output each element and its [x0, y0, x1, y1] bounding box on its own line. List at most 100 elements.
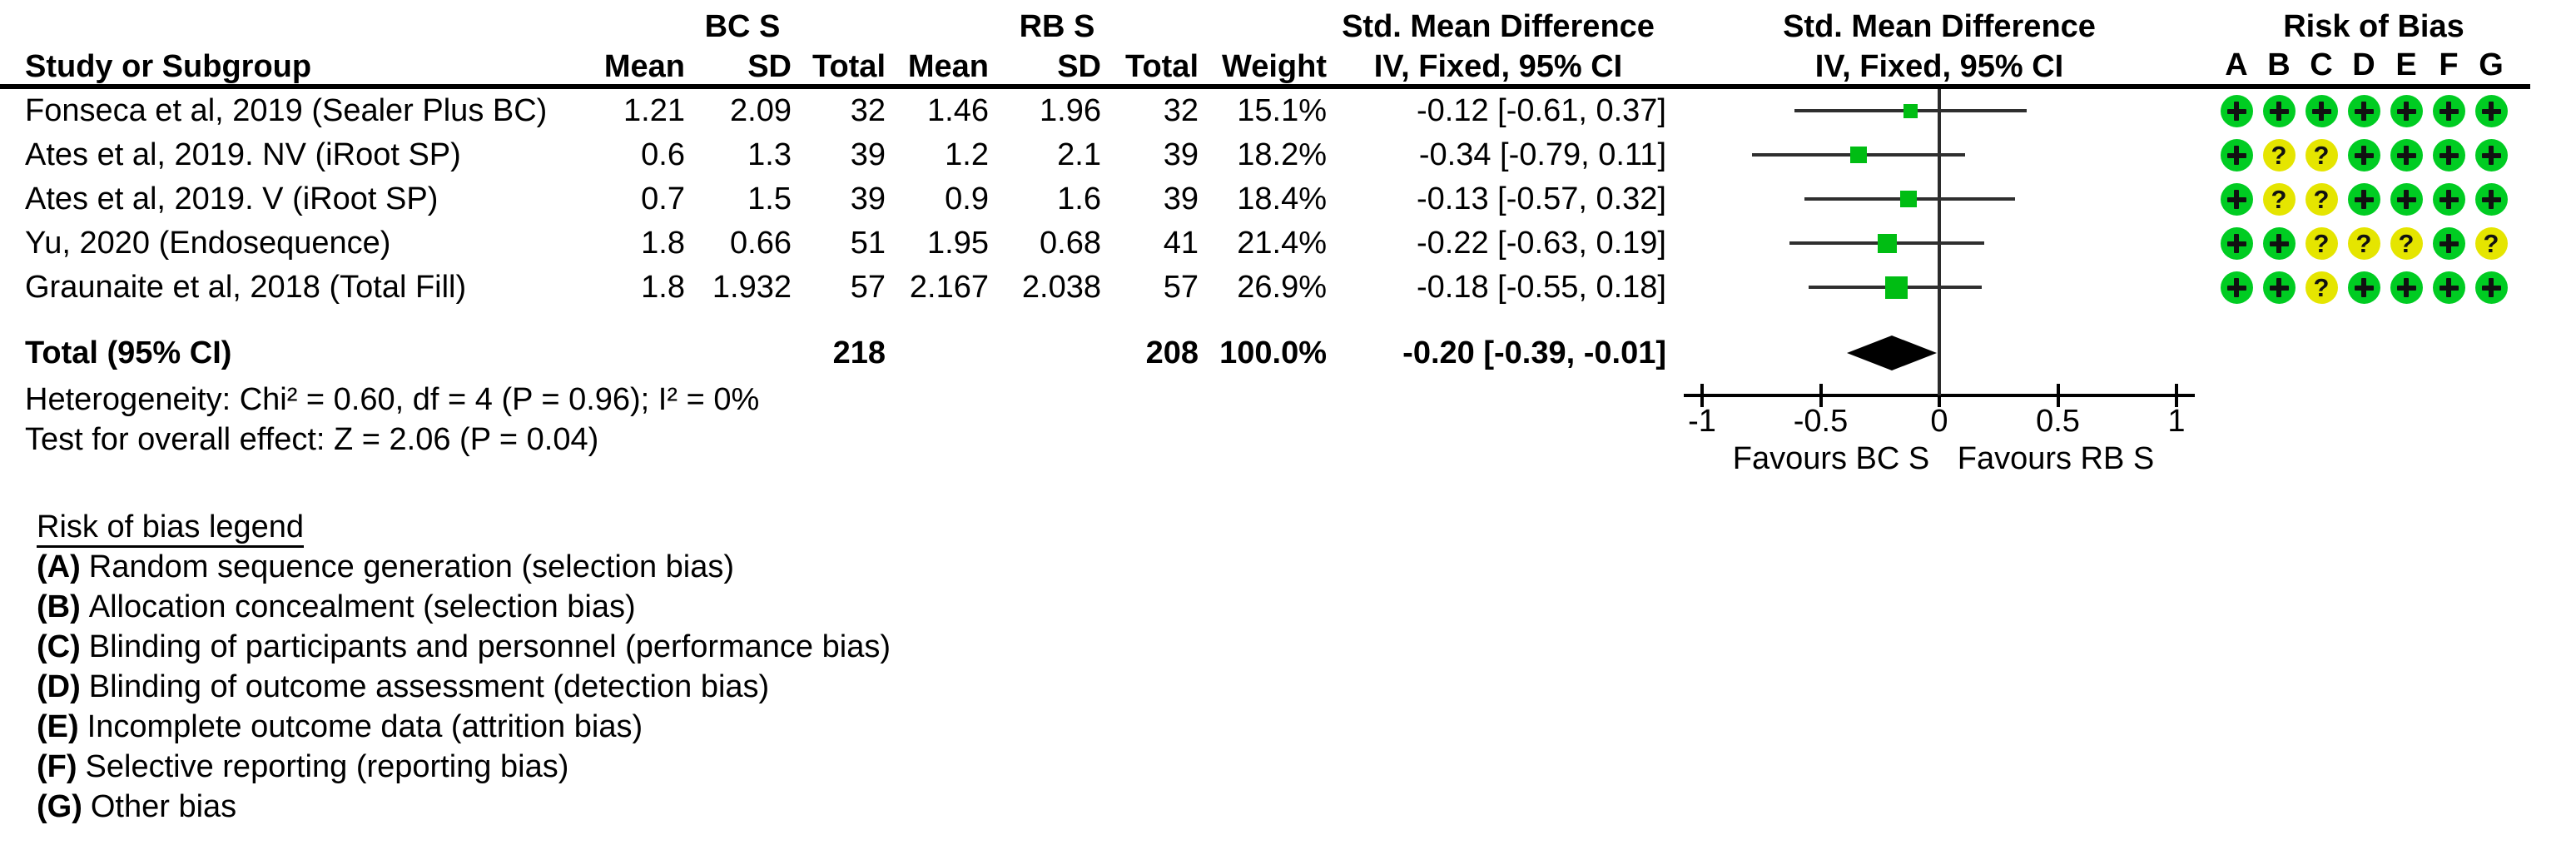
- study-rb-mean: 1.46: [927, 93, 989, 128]
- study-rb-total: 32: [1163, 93, 1199, 128]
- study-name: Fonseca et al, 2019 (Sealer Plus BC): [25, 93, 548, 128]
- rob-legend-item: (F) Selective reporting (reporting bias): [37, 748, 568, 786]
- rob-legend-title-text: Risk of bias legend: [37, 509, 305, 548]
- favours-right-label: Favours RB S: [1957, 441, 2155, 476]
- study-weight: 21.4%: [1237, 226, 1327, 261]
- axis-tick-label: -0.5: [1793, 404, 1849, 439]
- column-header-ci-text: IV, Fixed, 95% CI: [1373, 49, 1623, 84]
- plus-icon-bar: [2234, 189, 2239, 209]
- rob-legend-item: (E) Incomplete outcome data (attrition bi…: [37, 708, 643, 746]
- plus-icon-bar: [2404, 101, 2409, 121]
- rob-rating-unclear-icon: ?: [2305, 226, 2338, 260]
- axis-tick: [1700, 384, 1704, 407]
- rob-legend-item-tag: (B): [37, 589, 81, 624]
- question-mark-icon: ?: [2271, 140, 2287, 170]
- rob-rating-low-icon: [2390, 271, 2423, 304]
- study-rb-mean: 1.95: [927, 226, 989, 261]
- rob-rating-unclear-icon: ?: [2347, 226, 2380, 260]
- rob-rating-low-icon: [2262, 271, 2296, 304]
- rob-rating-low-icon: [2432, 271, 2465, 304]
- plus-icon-bar: [2361, 101, 2366, 121]
- column-header-total-rb: Total: [1125, 49, 1199, 84]
- study-name: Ates et al, 2019. NV (iRoot SP): [25, 137, 461, 172]
- rob-rating-unclear-icon: ?: [2390, 226, 2423, 260]
- study-rb-total: 39: [1163, 181, 1199, 216]
- study-rb-total: 57: [1163, 270, 1199, 305]
- study-bc-total: 39: [850, 181, 886, 216]
- smd-header-text-column: Std. Mean Difference: [1342, 9, 1655, 44]
- plus-icon-bar: [2446, 277, 2451, 297]
- rob-rating-low-icon: [2390, 138, 2423, 171]
- study-rb-total: 39: [1163, 137, 1199, 172]
- rob-domain-letter: B: [2267, 47, 2291, 82]
- rob-rating-low-icon: [2432, 182, 2465, 216]
- group-header-bc: BC S: [704, 9, 781, 44]
- rob-rating-unclear-icon: ?: [2262, 138, 2296, 171]
- rob-rating-low-icon: [2220, 226, 2253, 260]
- study-ci-text: -0.12 [-0.61, 0.37]: [1417, 93, 1666, 128]
- rob-rating-low-icon: [2474, 182, 2508, 216]
- plus-icon-bar: [2446, 101, 2451, 121]
- axis-tick: [2175, 384, 2178, 407]
- rob-rating-low-icon: [2474, 271, 2508, 304]
- rob-rating-low-icon: [2432, 138, 2465, 171]
- rob-rating-low-icon: [2305, 94, 2338, 127]
- study-rb-sd: 1.6: [1057, 181, 1101, 216]
- plus-icon-bar: [2234, 277, 2239, 297]
- study-rb-mean: 2.167: [909, 270, 989, 305]
- plus-icon-bar: [2361, 189, 2366, 209]
- column-header-mean-bc: Mean: [603, 49, 685, 84]
- total-row-label: Total (95% CI): [25, 336, 232, 370]
- rob-rating-low-icon: [2390, 94, 2423, 127]
- pooled-effect-diamond: [1847, 336, 1937, 370]
- rob-legend-item-tag: (C): [37, 629, 81, 664]
- plus-icon-bar: [2319, 101, 2324, 121]
- header-separator-line: [0, 84, 2530, 89]
- rob-legend-item: (G) Other bias: [37, 788, 236, 826]
- question-mark-icon: ?: [2313, 272, 2330, 302]
- rob-legend-title: Risk of bias legend: [37, 508, 305, 548]
- study-weight: 18.4%: [1237, 181, 1327, 216]
- rob-rating-low-icon: [2432, 94, 2465, 127]
- plus-icon-bar: [2276, 277, 2281, 297]
- rob-rating-unclear-icon: ?: [2305, 271, 2338, 304]
- rob-legend-item-tag: (F): [37, 749, 77, 784]
- rob-legend-item-text: Incomplete outcome data (attrition bias): [87, 709, 643, 744]
- study-rb-mean: 0.9: [945, 181, 989, 216]
- rob-domain-letter: C: [2310, 47, 2333, 82]
- rob-legend-item: (B) Allocation concealment (selection bia…: [37, 588, 636, 626]
- rob-legend-item-tag: (G): [37, 789, 82, 824]
- smd-marker: [1850, 147, 1868, 163]
- question-mark-icon: ?: [2313, 184, 2330, 214]
- plus-icon-bar: [2404, 189, 2409, 209]
- axis-tick-label: -1: [1688, 404, 1716, 439]
- study-ci-text: -0.34 [-0.79, 0.11]: [1418, 137, 1666, 172]
- rob-legend-item-text: Allocation concealment (selection bias): [88, 589, 636, 624]
- plus-icon-bar: [2489, 145, 2494, 165]
- rob-legend-item: (A) Random sequence generation (selection…: [37, 548, 734, 586]
- plus-icon-bar: [2446, 145, 2451, 165]
- rob-legend-item-text: Blinding of outcome assessment (detectio…: [88, 669, 770, 704]
- smd-marker: [1899, 191, 1917, 207]
- question-mark-icon: ?: [2483, 228, 2499, 258]
- study-bc-total: 51: [850, 226, 886, 261]
- study-name: Yu, 2020 (Endosequence): [25, 226, 391, 261]
- column-header-study: Study or Subgroup: [25, 49, 312, 84]
- rob-rating-unclear-icon: ?: [2305, 138, 2338, 171]
- rob-rating-unclear-icon: ?: [2474, 226, 2508, 260]
- plus-icon-bar: [2489, 189, 2494, 209]
- rob-rating-low-icon: [2347, 94, 2380, 127]
- study-rb-sd: 0.68: [1040, 226, 1101, 261]
- axis-tick-label: 1: [2167, 404, 2186, 439]
- axis-tick: [2056, 384, 2060, 407]
- column-header-ci-plot: IV, Fixed, 95% CI: [1814, 49, 2064, 84]
- plus-icon-bar: [2404, 277, 2409, 297]
- rob-legend-item-tag: (E): [37, 709, 79, 744]
- rob-rating-unclear-icon: ?: [2262, 182, 2296, 216]
- study-bc-sd: 0.66: [730, 226, 792, 261]
- rob-domain-letter: E: [2395, 47, 2417, 82]
- study-bc-mean: 0.6: [641, 137, 685, 172]
- plus-icon-bar: [2446, 233, 2451, 253]
- study-ci-text: -0.22 [-0.63, 0.19]: [1417, 226, 1666, 261]
